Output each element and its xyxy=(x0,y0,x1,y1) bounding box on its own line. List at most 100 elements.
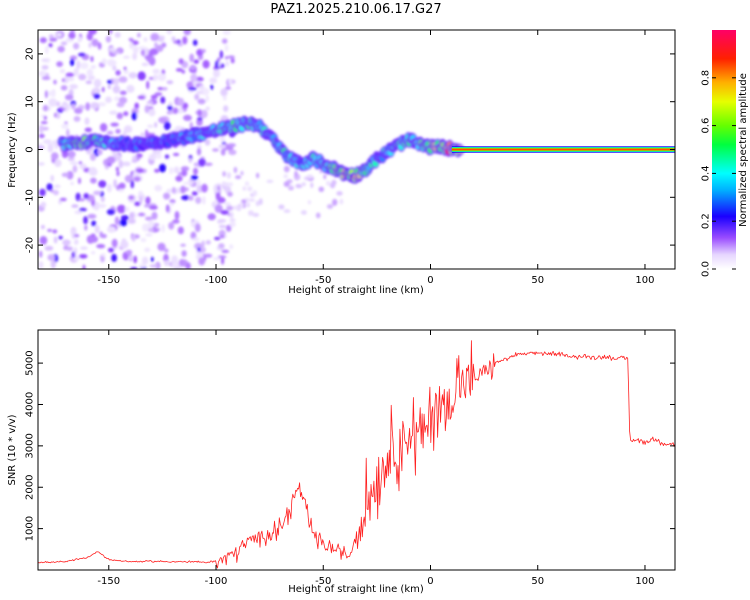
noise-blob xyxy=(181,169,188,177)
noise-blob xyxy=(74,210,83,215)
noise-blob xyxy=(141,256,149,265)
noise-blob xyxy=(59,69,66,74)
noise-blob xyxy=(82,264,86,269)
noise-blob xyxy=(195,76,204,82)
noise-blob xyxy=(84,117,90,125)
noise-blob xyxy=(222,30,231,35)
noise-blob xyxy=(85,102,91,111)
noise-blob xyxy=(44,90,48,99)
noise-blob xyxy=(220,148,226,156)
noise-blob xyxy=(157,36,165,43)
noise-blob xyxy=(93,78,102,88)
noise-blob xyxy=(40,121,48,125)
noise-blob xyxy=(197,98,206,105)
noise-blob xyxy=(74,238,79,245)
noise-blob xyxy=(91,220,97,227)
noise-blob xyxy=(71,230,76,240)
noise-blob xyxy=(249,198,255,202)
noise-blob xyxy=(171,255,179,264)
noise-blob xyxy=(153,153,162,159)
noise-blob xyxy=(182,36,188,45)
noise-blob xyxy=(319,170,323,174)
noise-blob xyxy=(172,107,179,114)
noise-blob xyxy=(164,259,170,266)
noise-blob xyxy=(252,190,258,197)
y-tick-label: 2000 xyxy=(25,475,36,500)
noise-blob xyxy=(131,159,138,163)
noise-blob xyxy=(106,156,116,164)
noise-blob xyxy=(164,154,170,159)
noise-blob xyxy=(66,128,70,138)
noise-blob xyxy=(226,172,231,179)
noise-blob xyxy=(67,157,75,161)
noise-blob xyxy=(90,102,99,110)
noise-blob xyxy=(149,48,159,56)
x-tick-label: 0 xyxy=(427,576,433,587)
noise-blob xyxy=(196,90,204,95)
noise-blob xyxy=(240,171,244,176)
noise-blob xyxy=(44,245,54,251)
y-tick-label: 10 xyxy=(25,95,36,108)
noise-blob xyxy=(197,117,203,121)
noise-blob xyxy=(56,61,63,67)
noise-blob xyxy=(71,103,76,110)
colorbar-label: Normalized spectral amplitude xyxy=(738,73,749,227)
noise-blob xyxy=(53,79,57,85)
noise-blob xyxy=(137,95,146,100)
noise-blob xyxy=(67,77,75,82)
noise-blob xyxy=(177,226,184,235)
noise-blob xyxy=(93,201,100,211)
noise-blob xyxy=(107,79,112,85)
noise-blob xyxy=(96,244,106,249)
noise-blob xyxy=(202,59,210,69)
noise-blob xyxy=(132,52,138,61)
noise-blob xyxy=(70,181,74,186)
chart-title: PAZ1.2025.210.06.17.G27 xyxy=(270,2,441,17)
noise-blob xyxy=(118,96,128,104)
noise-blob xyxy=(90,153,96,161)
noise-blob xyxy=(154,185,162,192)
noise-blob xyxy=(38,70,47,77)
noise-blob xyxy=(77,36,82,43)
noise-blob xyxy=(57,45,65,53)
noise-blob xyxy=(123,111,129,117)
noise-blob xyxy=(113,179,117,188)
noise-blob xyxy=(246,202,250,208)
colorbar: 0.0 0.2 0.4 0.6 0.8 Normalized spectral ampl… xyxy=(701,30,749,277)
spectrogram-tone xyxy=(451,146,675,153)
noise-blob xyxy=(90,65,97,69)
noise-blob xyxy=(202,196,206,205)
colorbar-tick-label: 0.4 xyxy=(701,165,712,181)
noise-blob xyxy=(38,124,44,134)
noise-blob xyxy=(147,124,154,128)
noise-blob xyxy=(133,255,137,264)
snr-marks xyxy=(38,340,675,569)
noise-blob xyxy=(41,224,45,230)
x-tick-label: -100 xyxy=(205,576,228,587)
noise-blob xyxy=(101,58,107,65)
noise-blob xyxy=(171,36,176,42)
colorbar-gradient xyxy=(712,30,736,269)
noise-blob xyxy=(77,52,86,57)
noise-blob xyxy=(197,109,202,117)
noise-blob xyxy=(71,251,76,259)
noise-blob xyxy=(217,57,221,62)
noise-blob xyxy=(205,240,211,245)
x-tick-label: -150 xyxy=(97,275,120,286)
noise-blob xyxy=(53,190,59,196)
noise-blob xyxy=(39,236,48,245)
noise-blob xyxy=(187,87,197,91)
noise-blob xyxy=(207,213,216,221)
noise-blob xyxy=(146,101,154,105)
noise-blob xyxy=(138,212,145,216)
noise-blob xyxy=(329,182,336,189)
noise-blob xyxy=(190,64,196,71)
x-tick-label: 50 xyxy=(531,576,544,587)
noise-blob xyxy=(39,142,43,147)
noise-blob xyxy=(40,201,47,208)
snr-frame xyxy=(37,329,676,571)
snr-series-line xyxy=(38,340,675,569)
noise-blob xyxy=(227,191,233,197)
noise-blob xyxy=(283,165,290,173)
noise-blob xyxy=(45,45,49,55)
